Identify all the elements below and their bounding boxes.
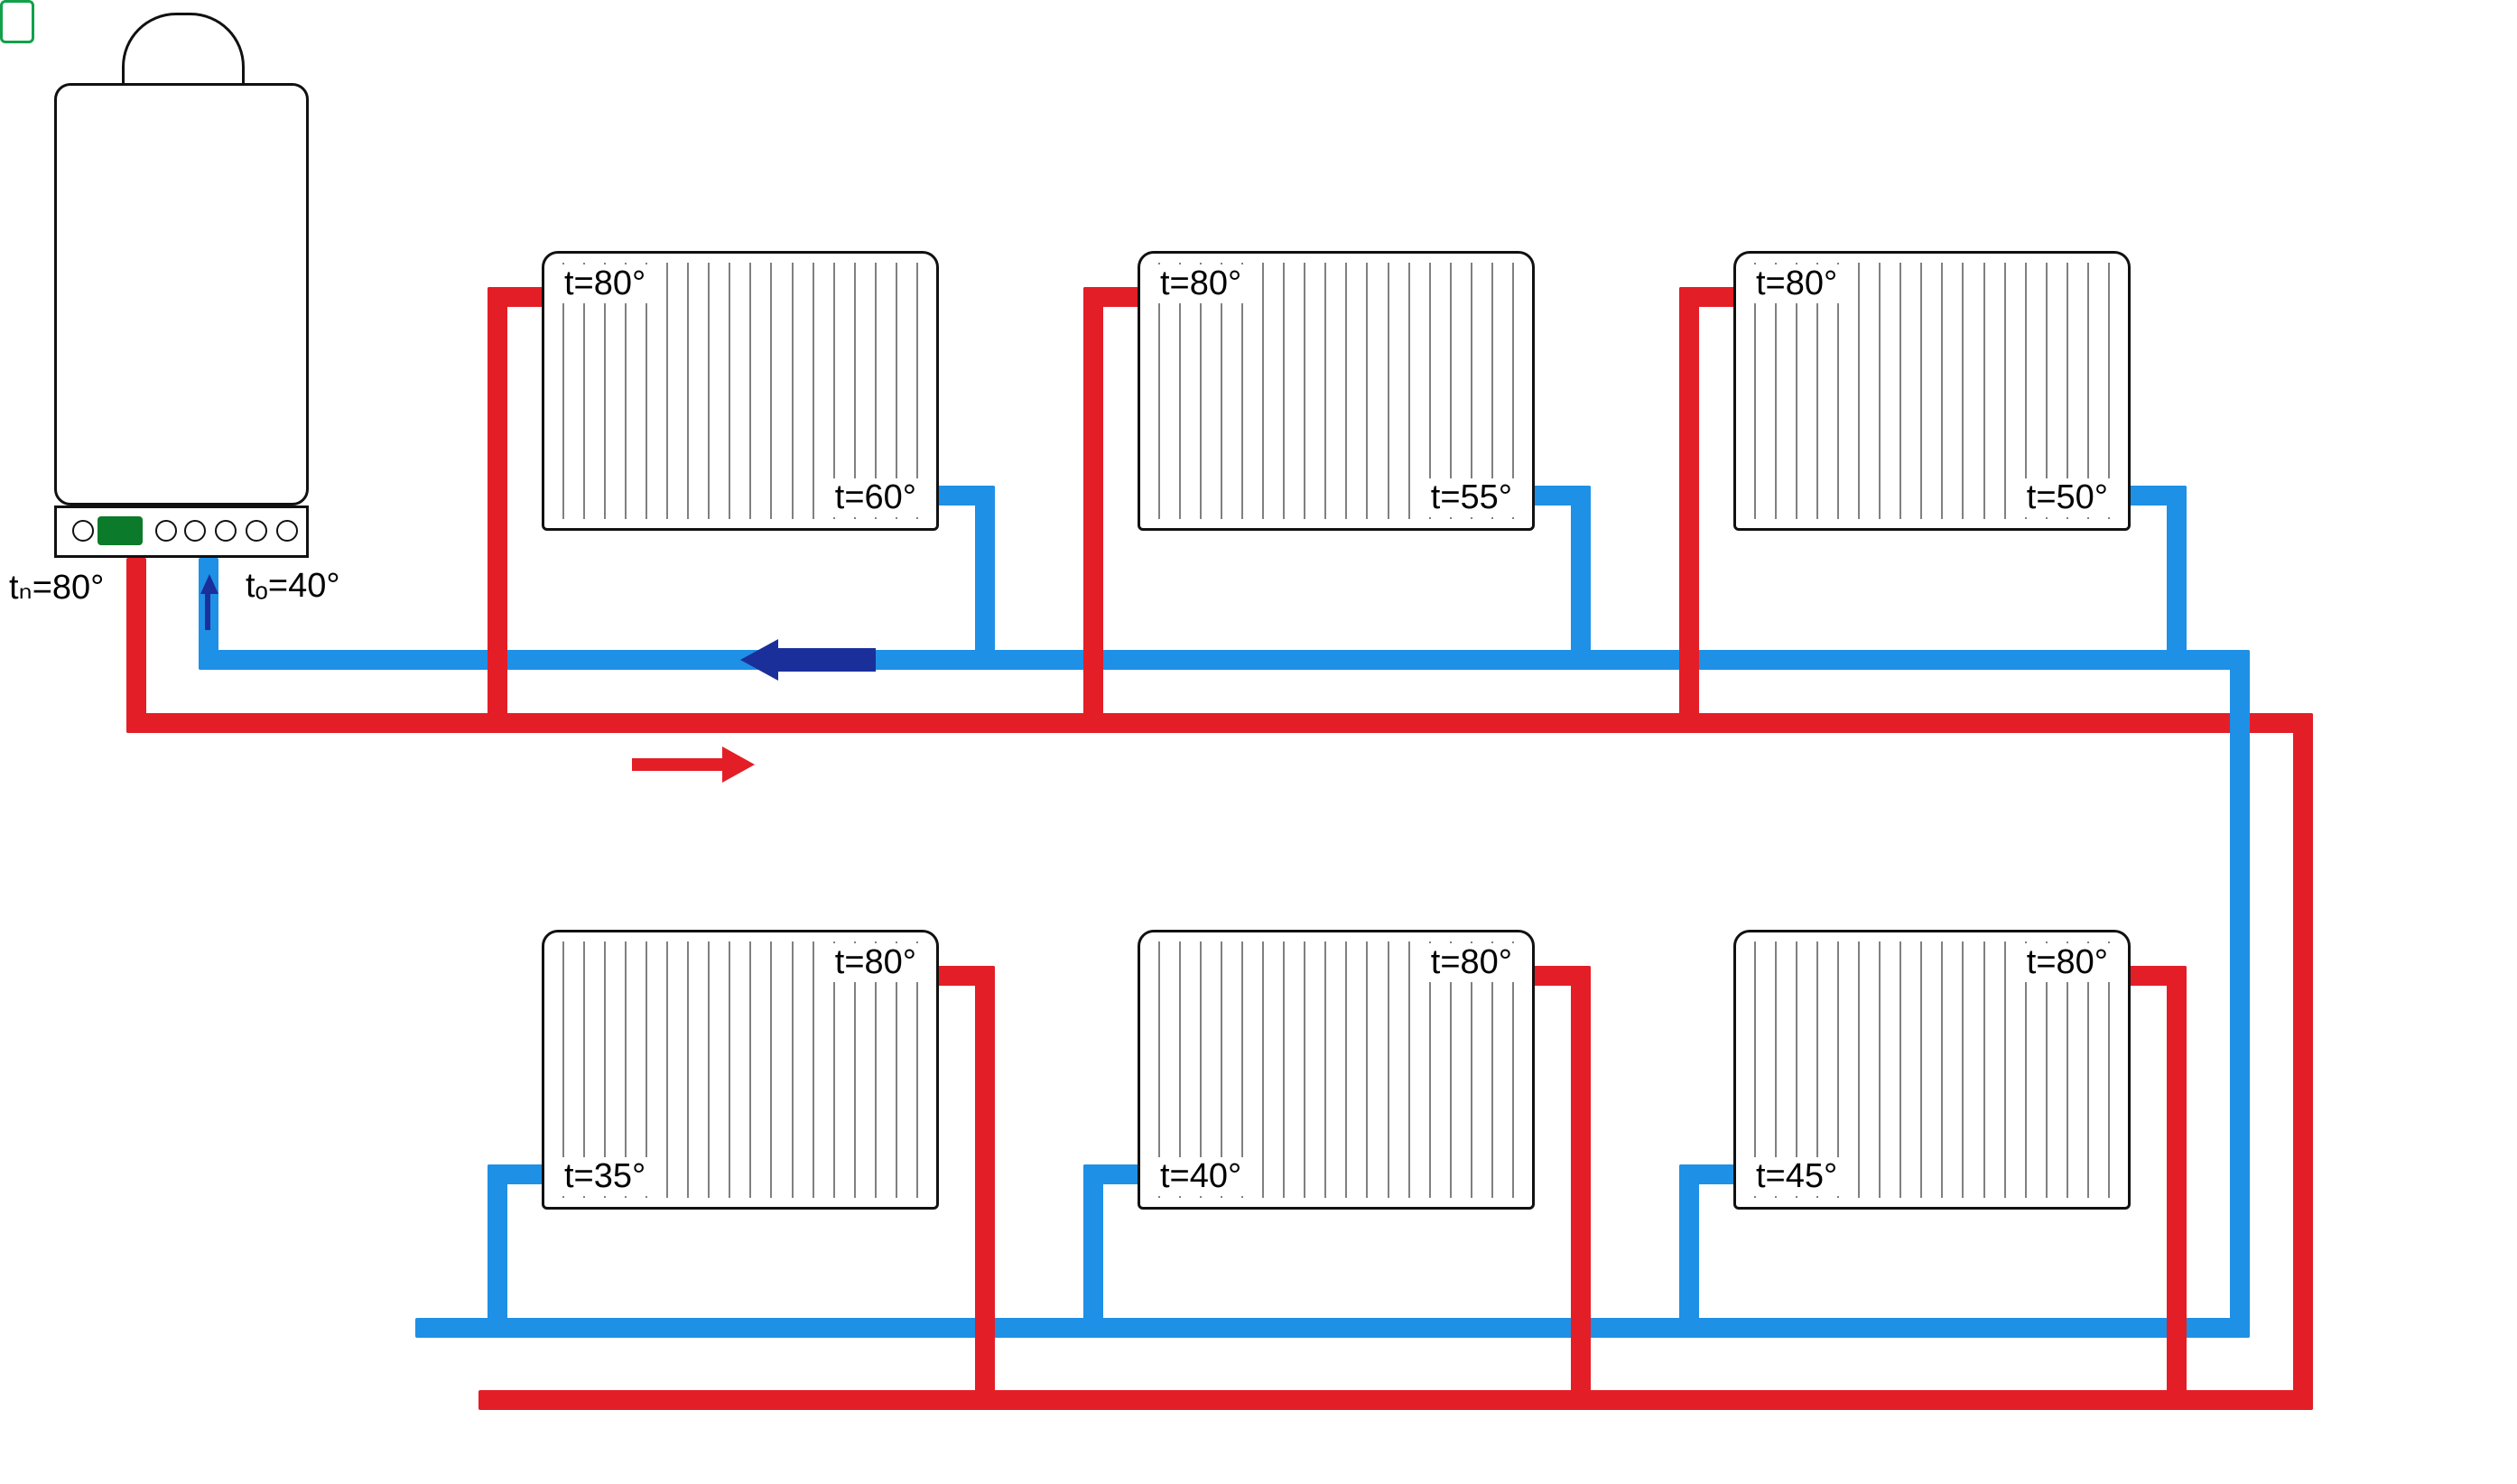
pipe-horizontal [478, 1390, 2313, 1410]
boiler-knob [155, 520, 177, 542]
radiator-temp-in: t=80° [1427, 943, 1516, 982]
radiator-temp-out: t=55° [1427, 478, 1516, 517]
pipe-horizontal [415, 1318, 2250, 1338]
flow-arrow-stem [133, 578, 138, 623]
flow-arrow-up-icon [200, 574, 218, 594]
pipe-vertical [1571, 486, 1591, 670]
heating-diagram: Vaillanttₙ=80°tₒ=40°t=80°t=60°t=80°t=55°… [0, 0, 2517, 1484]
pipe-vertical [2230, 650, 2250, 1338]
pipe-vertical [488, 1164, 507, 1338]
boiler-knob [184, 520, 206, 542]
cold-flow-arrow-stem [776, 648, 876, 672]
boiler-logo-icon [0, 0, 34, 43]
hot-flow-arrow-stem [632, 758, 722, 771]
pipe-vertical [1083, 1164, 1103, 1338]
radiator-temp-out: t=60° [831, 478, 920, 517]
boiler-knob [246, 520, 267, 542]
radiator-temp-in: t=80° [561, 264, 649, 303]
radiator: t=80° t=60° [542, 251, 939, 531]
radiator-temp-out: t=40° [1156, 1157, 1245, 1196]
radiator-temp-out: t=45° [1752, 1157, 1841, 1196]
radiator-temp-in: t=80° [831, 943, 920, 982]
pipe-vertical [1083, 287, 1103, 733]
boiler-knob [276, 520, 298, 542]
boiler-knob [215, 520, 237, 542]
radiator-temp-in: t=80° [2023, 943, 2112, 982]
radiator: t=80° t=45° [1733, 930, 2131, 1210]
hot-flow-arrow-head-icon [722, 747, 755, 783]
cold-flow-arrow-head-icon [740, 639, 778, 681]
boiler-supply-temp: tₙ=80° [9, 567, 104, 608]
boiler-screen [98, 516, 143, 545]
pipe-vertical [2293, 713, 2313, 1410]
boiler-return-temp: tₒ=40° [246, 567, 340, 606]
flow-arrow-stem [205, 594, 210, 630]
pipe-vertical [1679, 287, 1699, 733]
pipe-horizontal [126, 713, 2313, 733]
pipe-vertical [2167, 966, 2187, 1410]
pipe-vertical [1679, 1164, 1699, 1338]
radiator: t=80° t=40° [1138, 930, 1535, 1210]
radiator-temp-in: t=80° [1752, 264, 1841, 303]
boiler-knob [72, 520, 94, 542]
radiator: t=80° t=55° [1138, 251, 1535, 531]
radiator: t=80° t=50° [1733, 251, 2131, 531]
pipe-vertical [975, 966, 995, 1410]
radiator: t=80° t=35° [542, 930, 939, 1210]
pipe-vertical [975, 486, 995, 670]
pipe-vertical [2167, 486, 2187, 670]
boiler-handle [122, 13, 245, 88]
pipe-vertical [488, 287, 507, 733]
pipe-vertical [1571, 966, 1591, 1410]
radiator-temp-out: t=50° [2023, 478, 2112, 517]
flow-arrow-down-icon [128, 623, 146, 643]
radiator-temp-out: t=35° [561, 1157, 649, 1196]
radiator-temp-in: t=80° [1156, 264, 1245, 303]
boiler [54, 83, 309, 505]
